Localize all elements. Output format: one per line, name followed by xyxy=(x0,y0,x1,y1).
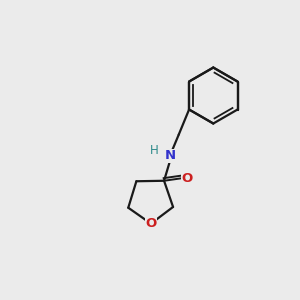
Text: O: O xyxy=(145,217,157,230)
Text: O: O xyxy=(182,172,193,185)
Text: H: H xyxy=(150,144,159,157)
Text: N: N xyxy=(164,149,175,162)
